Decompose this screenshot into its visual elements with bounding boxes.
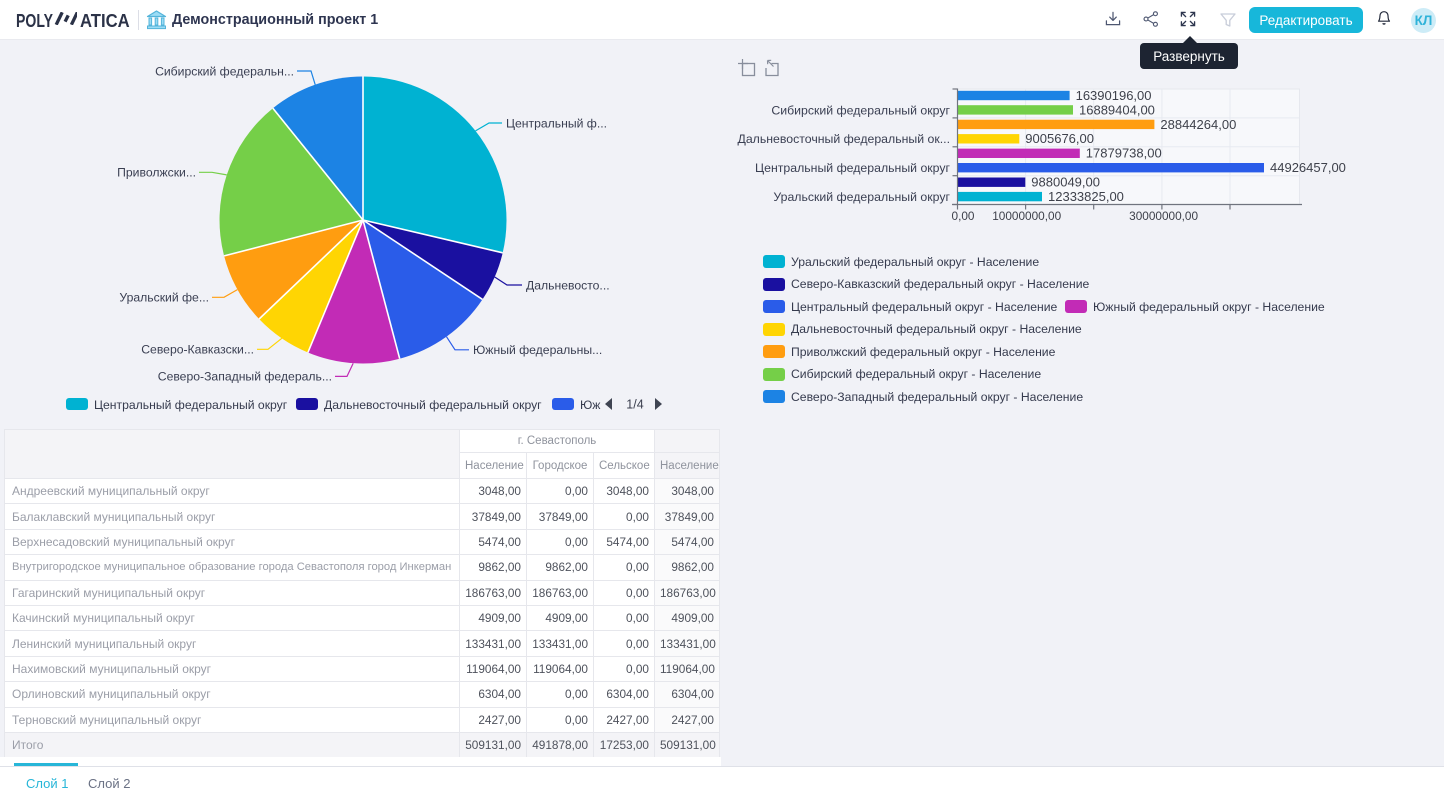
svg-text:Центральный ф...: Центральный ф... [506,116,607,130]
svg-text:Уральский федеральный округ: Уральский федеральный округ [773,190,950,204]
svg-text:Дальневосточный федеральный ок: Дальневосточный федеральный ок... [738,132,951,146]
svg-text:Южный федеральны...: Южный федеральны... [473,343,602,357]
svg-text:Уральский фе...: Уральский фе... [119,291,209,305]
svg-text:9880049,00: 9880049,00 [1031,175,1100,190]
svg-text:0,00: 0,00 [952,209,975,223]
svg-text:10000000,00: 10000000,00 [992,209,1061,223]
svg-text:16390196,00: 16390196,00 [1076,88,1152,103]
svg-text:Центральный федеральный округ: Центральный федеральный округ [755,161,950,175]
svg-text:17879738,00: 17879738,00 [1086,146,1162,161]
svg-text:9005676,00: 9005676,00 [1025,131,1094,146]
svg-text:12333825,00: 12333825,00 [1048,189,1124,204]
svg-text:30000000,00: 30000000,00 [1129,209,1198,223]
svg-text:Сибирский федеральн...: Сибирский федеральн... [155,64,294,78]
svg-text:Дальневосто...: Дальневосто... [526,278,610,292]
svg-text:44926457,00: 44926457,00 [1270,160,1346,175]
svg-text:16889404,00: 16889404,00 [1079,102,1155,117]
svg-text:Сибирский федеральный округ: Сибирский федеральный округ [771,103,950,117]
svg-text:Северо-Кавказски...: Северо-Кавказски... [141,343,254,357]
svg-text:Приволжски...: Приволжски... [117,166,196,180]
svg-text:28844264,00: 28844264,00 [1160,117,1236,132]
svg-text:Северо-Западный федераль...: Северо-Западный федераль... [158,370,332,384]
svg-text:1/4: 1/4 [626,398,643,412]
